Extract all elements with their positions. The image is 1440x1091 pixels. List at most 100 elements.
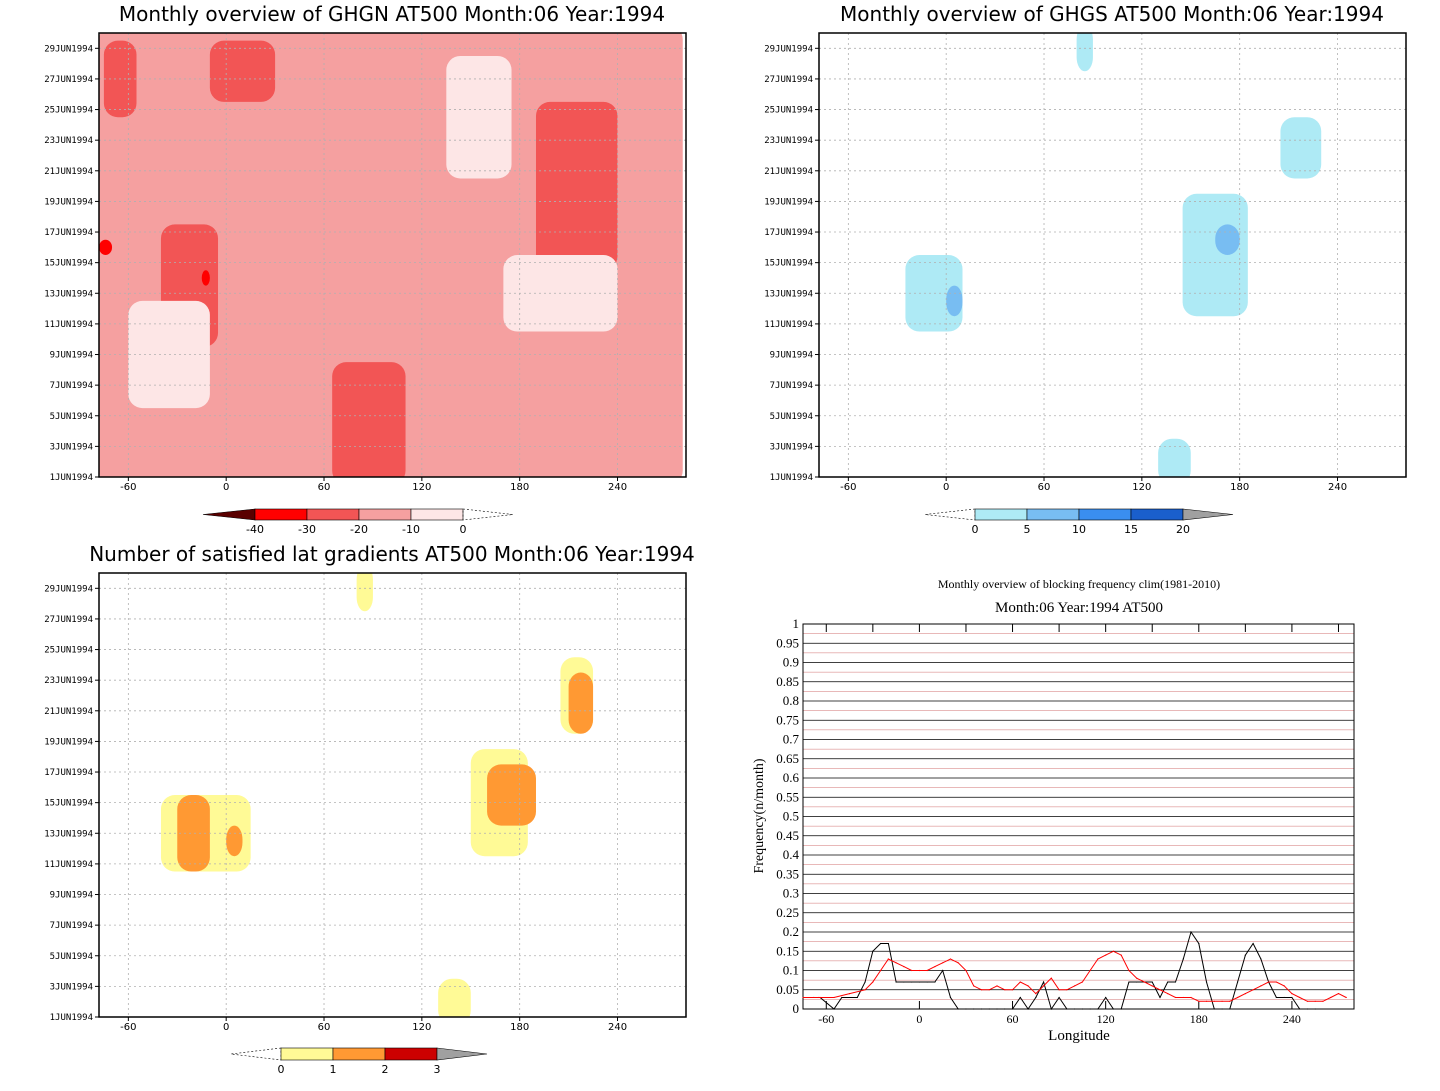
y-tick-label: 5JUN1994: [770, 412, 813, 422]
contour-region: [568, 672, 594, 734]
region-layer: [905, 33, 1322, 477]
data-point: [1299, 1008, 1301, 1010]
contour-region: [1280, 117, 1322, 179]
data-point: [1213, 1008, 1215, 1010]
colorbar-arrow-high: [462, 508, 514, 521]
data-point: [1058, 989, 1060, 991]
x-tick-label: 120: [412, 1022, 431, 1033]
y-tick-label: 0.35: [776, 866, 799, 881]
y-tick-label: 3JUN1994: [50, 442, 93, 452]
data-point: [1081, 981, 1083, 983]
data-point: [841, 996, 843, 999]
y-tick-label: 25JUN1994: [44, 646, 93, 656]
data-point: [872, 981, 874, 983]
data-point: [942, 969, 944, 972]
colorbar-label: 0: [972, 523, 979, 536]
x-tick-label: 0: [916, 1012, 922, 1026]
y-tick-label: 0.4: [783, 847, 800, 862]
colorbar-box: [1078, 508, 1132, 521]
data-point: [1027, 985, 1029, 987]
contour-region: [209, 40, 276, 102]
data-point: [1198, 1000, 1200, 1002]
data-point: [1112, 1008, 1115, 1010]
data-point: [1275, 981, 1277, 983]
data-point: [1042, 981, 1045, 983]
data-point: [1291, 993, 1293, 995]
data-point: [1074, 985, 1076, 987]
y-tick-label: 7JUN1994: [770, 381, 813, 391]
y-tick-label: 17JUN1994: [764, 228, 813, 238]
y-tick-label: 11JUN1994: [44, 860, 93, 870]
data-point: [1260, 985, 1262, 987]
contour-region: [332, 362, 406, 477]
data-point: [1066, 1008, 1068, 1010]
y-tick-label: 27JUN1994: [44, 615, 93, 625]
y-tick-label: 0.8: [783, 693, 799, 708]
data-point: [802, 996, 804, 999]
colorbar-arrow-low: [202, 508, 256, 521]
data-point: [833, 996, 835, 999]
blocking-subtitle: Month:06 Year:1994 AT500: [995, 600, 1163, 616]
data-point: [1097, 958, 1099, 960]
data-point: [911, 969, 913, 972]
ghgn-panel: Monthly overview of GHGN AT500 Month:06 …: [44, 2, 687, 536]
data-point: [1330, 996, 1332, 999]
data-point: [988, 1008, 990, 1010]
data-point: [926, 981, 928, 983]
data-point: [1081, 1008, 1083, 1010]
series-line-red: [803, 950, 1347, 1002]
y-tick-label: 15JUN1994: [764, 259, 813, 269]
colorbar-box: [384, 1047, 438, 1061]
y-tick-label: 0.55: [776, 789, 799, 804]
data-point: [996, 1008, 998, 1010]
y-tick-label: 0.15: [776, 943, 799, 958]
data-point: [1151, 981, 1153, 983]
y-tick-label: 29JUN1994: [44, 584, 93, 594]
x-tick-label: 60: [318, 482, 331, 493]
ghgn-title: Monthly overview of GHGN AT500 Month:06 …: [119, 2, 665, 26]
data-point: [926, 969, 928, 972]
data-point: [965, 969, 967, 972]
colorbar-box: [254, 508, 308, 521]
data-point: [1260, 958, 1262, 960]
y-tick-label: 0.45: [776, 828, 799, 843]
data-point: [1128, 969, 1130, 972]
y-tick-label: 15JUN1994: [44, 259, 93, 269]
data-point: [1159, 989, 1161, 991]
x-tick-label: 240: [1328, 482, 1347, 493]
data-point: [1299, 996, 1301, 999]
data-point: [880, 969, 882, 972]
data-point: [1019, 996, 1021, 999]
colorbar-label: 3: [434, 1063, 441, 1076]
colorbar-box: [332, 1047, 386, 1061]
lat-gradient-panel: Number of satisfied lat gradients AT500 …: [44, 542, 695, 1076]
colorbar-arrow-low: [230, 1047, 282, 1061]
y-tick-label: 5JUN1994: [50, 412, 93, 422]
y-tick-label: 1JUN1994: [50, 473, 93, 483]
y-tick-label: 19JUN1994: [764, 197, 813, 207]
x-tick-label: 240: [608, 482, 627, 493]
lat-gradient-title: Number of satisfied lat gradients AT500 …: [89, 542, 695, 566]
y-tick-label: 11JUN1994: [44, 320, 93, 330]
data-point: [1244, 954, 1246, 956]
x-tick-label: -60: [120, 482, 136, 493]
y-tick-label: 27JUN1994: [764, 75, 813, 85]
data-point: [965, 1008, 967, 1010]
data-point: [1004, 1008, 1006, 1010]
y-tick-label: 29JUN1994: [44, 44, 93, 54]
data-point: [1291, 996, 1293, 999]
data-point: [1268, 981, 1270, 983]
data-point: [1229, 1000, 1231, 1002]
contour-region: [1215, 224, 1240, 255]
contour-region: [535, 101, 618, 271]
data-point: [1058, 996, 1060, 999]
y-tick-label: 25JUN1994: [44, 106, 93, 116]
data-point: [1143, 981, 1146, 983]
data-point: [1221, 1000, 1223, 1002]
data-point: [1105, 996, 1107, 999]
x-tick-label: -60: [120, 1022, 136, 1033]
contour-region: [905, 255, 963, 332]
y-tick-label: 0.5: [783, 809, 799, 824]
data-point: [1182, 958, 1184, 960]
